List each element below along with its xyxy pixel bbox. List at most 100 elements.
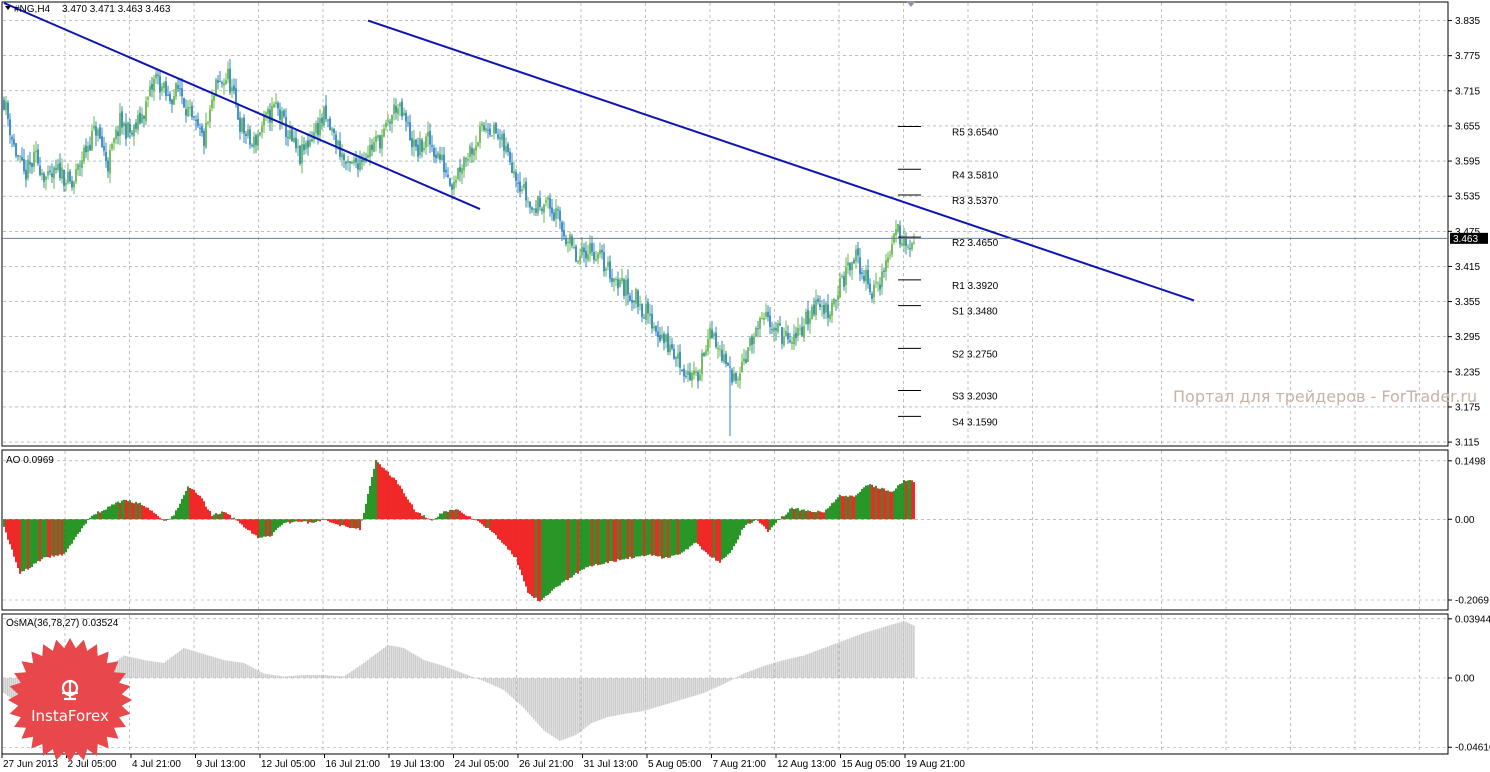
ao-bar: [321, 518, 323, 520]
candle-body: [127, 121, 129, 138]
candle-body: [137, 114, 139, 130]
candle-body: [883, 270, 885, 272]
candle-body: [653, 326, 655, 329]
osma-bar: [869, 631, 871, 678]
osma-bar: [125, 655, 127, 678]
candle-body: [285, 117, 287, 137]
osma-bar: [633, 678, 635, 713]
ao-bar: [263, 519, 265, 537]
ao-bar: [371, 477, 373, 520]
osma-bar: [529, 678, 531, 715]
axis-tick-label: -0.04616: [1455, 743, 1490, 754]
ao-bar: [465, 515, 467, 520]
ao-bar: [603, 519, 605, 564]
chart-shift-marker-icon[interactable]: [906, 1, 916, 7]
ao-bar: [759, 519, 761, 524]
ao-bar: [297, 519, 299, 522]
ao-bar: [725, 519, 727, 557]
candle-body: [593, 252, 595, 260]
candle-body: [881, 271, 883, 288]
ao-bar: [703, 519, 705, 551]
ao-bar: [71, 519, 73, 544]
ao-bar: [909, 479, 911, 520]
ao-bar: [567, 519, 569, 581]
ao-bar: [3, 519, 5, 527]
candle-body: [659, 335, 661, 341]
osma-bar: [235, 661, 237, 678]
ao-bar: [819, 511, 821, 520]
ao-bar: [57, 519, 59, 556]
osma-bar: [771, 663, 773, 678]
candle-body: [665, 334, 667, 342]
candle-body: [885, 260, 887, 272]
ao-bar: [305, 519, 307, 522]
candle-body: [135, 122, 137, 129]
ao-bar: [671, 519, 673, 556]
candle-body: [551, 207, 553, 214]
candle-body: [363, 158, 365, 163]
time-tick-label: 15 Aug 05:00: [842, 759, 901, 770]
candle-body: [411, 138, 413, 148]
candle-body: [147, 97, 149, 100]
candle-body: [177, 85, 179, 90]
candle-body: [853, 260, 855, 263]
candle-body: [291, 129, 293, 142]
osma-bar: [197, 652, 199, 678]
osma-bar: [817, 650, 819, 678]
candle-body: [833, 298, 835, 305]
osma-bar: [259, 671, 261, 678]
ao-bar: [337, 519, 339, 525]
osma-bar: [887, 625, 889, 678]
osma-bar: [389, 645, 391, 678]
candle-body: [327, 119, 329, 121]
ao-bar: [805, 511, 807, 520]
candle-body: [229, 68, 231, 93]
ao-bar: [315, 519, 317, 522]
instaforex-logo: InstaForex: [8, 638, 132, 762]
ao-bar: [231, 518, 233, 520]
candle-body: [597, 253, 599, 259]
ao-bar: [641, 519, 643, 556]
candle-body: [159, 76, 161, 93]
candle-body: [415, 139, 417, 147]
candle-body: [429, 130, 431, 145]
candle-body: [83, 147, 85, 162]
candle-body: [397, 108, 399, 115]
osma-bar: [711, 678, 713, 690]
candle-body: [181, 88, 183, 97]
ao-bar: [323, 519, 325, 521]
osma-bar: [831, 645, 833, 678]
candle-body: [523, 184, 525, 188]
ao-bar: [573, 519, 575, 576]
candle-body: [425, 136, 427, 148]
axis-tick-label: 3.175: [1455, 402, 1480, 413]
symbol-menu-arrow-icon[interactable]: [5, 6, 11, 10]
candle-body: [589, 243, 591, 255]
ao-bar: [739, 519, 741, 536]
osma-bar: [263, 673, 265, 678]
candle-body: [451, 184, 453, 190]
candle-body: [41, 172, 43, 175]
candle-body: [513, 171, 515, 174]
osma-bar: [293, 675, 295, 678]
ao-bar: [417, 512, 419, 520]
candle-body: [457, 168, 459, 180]
ao-bar: [365, 503, 367, 520]
pivot-label-r5: R5 3.6540: [952, 128, 999, 139]
candle-body: [901, 243, 903, 246]
osma-bar: [345, 675, 347, 678]
candle-body: [383, 128, 385, 137]
osma-bar: [733, 678, 735, 679]
candle-body: [351, 162, 353, 164]
candle-body: [699, 374, 701, 380]
trendlines[interactable]: [3, 2, 1195, 302]
osma-bar: [807, 654, 809, 678]
candle-body: [75, 169, 77, 182]
candle-body: [325, 105, 327, 120]
candle-body: [419, 138, 421, 156]
ao-bar: [525, 519, 527, 587]
candle-body: [121, 111, 123, 128]
osma-bar: [5, 678, 7, 695]
osma-bar: [339, 676, 341, 678]
